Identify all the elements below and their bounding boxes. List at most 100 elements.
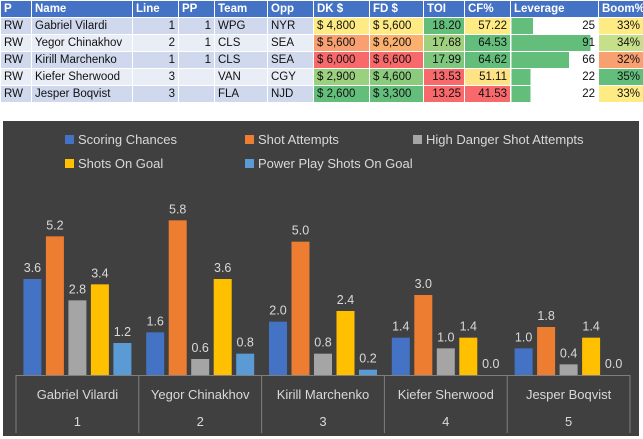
cell-leverage: 25 [510,17,599,35]
cell-fd: $ 6,200 [369,34,424,52]
cell-boom: 33% [598,85,643,103]
cell-line: 1 [132,51,179,69]
data-label: 1.8 [537,309,554,323]
cell-dk: $ 4,800 [313,17,370,35]
cell-name: Kiefer Sherwood [31,68,133,86]
x-tick-label: Yegor Chinakhov [151,387,250,402]
player-table: P Name Line PP Team Opp DK $ FD $ TOI CF% Leverage… [0,0,643,103]
cell-line: 1 [132,17,179,35]
cell-team: CLS [214,34,268,52]
cell-pp: 1 [178,34,215,52]
cell-opp: NJD [267,85,314,103]
cell-dk: $ 2,900 [313,68,370,86]
legend-swatch [65,159,74,168]
column-header-boom[interactable]: Boom% [598,0,643,18]
cell-toi: 17.99 [423,51,465,69]
data-label: 2.4 [337,293,354,307]
cell-name: Gabriel Vilardi [31,17,133,35]
data-label: 0.6 [192,341,209,355]
cell-line: 3 [132,85,179,103]
bar [90,284,109,375]
cell-boom: 34% [598,34,643,52]
table-row: RW Kiefer Sherwood 3 VAN CGY $ 2,900 $ 4,600 13… [0,68,643,86]
data-label: 2.8 [69,282,86,296]
cell-dk: $ 6,000 [313,51,370,69]
bar [391,337,410,375]
chart-area: Scoring Chances Shot Attempts High Danger … [3,121,639,436]
bar [45,236,64,375]
data-label: 2.0 [269,304,286,318]
legend-label[interactable]: Shots On Goal [78,156,163,171]
bar [514,348,533,375]
bar [23,279,42,375]
column-header-team[interactable]: Team [214,0,268,18]
legend-label[interactable]: High Danger Shot Attempts [426,132,584,147]
cell-toi: 17.68 [423,34,465,52]
table-row: RW Kirill Marchenko 1 1 CLS SEA $ 6,000 $ 6,600… [0,51,643,69]
table-row: RW Gabriel Vilardi 1 1 WPG NYR $ 4,800 $ 5,600 1… [0,17,643,35]
legend-swatch [413,135,422,144]
cell-team: WPG [214,17,268,35]
data-label: 0.8 [237,336,254,350]
column-header-toi[interactable]: TOI [423,0,465,18]
cell-pp [178,68,215,86]
x-tick-number: 4 [442,414,449,429]
cell-cf: 64.62 [464,51,511,69]
cell-leverage: 22 [510,85,599,103]
bar [314,353,332,375]
cell-line: 3 [132,68,179,86]
data-label: 1.2 [114,325,131,339]
cell-fd: $ 4,600 [369,68,424,86]
legend-label[interactable]: Scoring Chances [78,132,177,147]
data-label: 1.0 [437,330,454,344]
column-header-opp[interactable]: Opp [267,0,314,18]
bar [582,337,601,375]
cell-name: Jesper Boqvist [31,85,133,103]
column-header-pos[interactable]: P [0,0,32,18]
x-tick-number: 2 [197,414,204,429]
data-label: 3.6 [214,261,231,275]
column-header-pp[interactable]: PP [178,0,215,18]
column-header-line[interactable]: Line [132,0,179,18]
x-tick-number: 1 [74,414,81,429]
cell-cf: 51.11 [464,68,511,86]
data-label: 1.6 [147,314,164,328]
bar [213,279,232,375]
cell-fd: $ 6,600 [369,51,424,69]
cell-opp: CGY [267,68,314,86]
column-header-name[interactable]: Name [31,0,133,18]
legend-label[interactable]: Shot Attempts [258,132,339,147]
data-label: 0.4 [560,346,577,360]
data-label: 5.2 [46,218,63,232]
data-label: 1.0 [515,330,532,344]
cell-pp: 1 [178,17,215,35]
bar [291,241,310,375]
cell-pos: RW [0,17,32,35]
bar [191,359,210,375]
data-label: 1.4 [582,320,599,334]
data-label: 1.4 [392,320,409,334]
data-label: 5.0 [292,224,309,238]
legend-swatch [245,159,254,168]
cell-fd: $ 3,300 [369,85,424,103]
cell-cf: 57.22 [464,17,511,35]
column-header-fd[interactable]: FD $ [369,0,424,18]
column-header-leverage[interactable]: Leverage [510,0,599,18]
cell-team: VAN [214,68,268,86]
cell-fd: $ 5,600 [369,17,424,35]
bar [459,337,478,375]
data-label: 3.0 [415,277,432,291]
cell-team: FLA [214,85,268,103]
bar [236,353,255,375]
data-label: 0.8 [314,336,331,350]
bar [537,327,556,375]
column-header-cf[interactable]: CF% [464,0,511,18]
cell-dk: $ 2,600 [313,85,370,103]
bar [336,311,355,375]
cell-toi: 13.53 [423,68,465,86]
cell-pos: RW [0,34,32,52]
bar [436,348,455,375]
legend-label[interactable]: Power Play Shots On Goal [258,156,413,171]
column-header-dk[interactable]: DK $ [313,0,370,18]
bar [414,295,433,375]
